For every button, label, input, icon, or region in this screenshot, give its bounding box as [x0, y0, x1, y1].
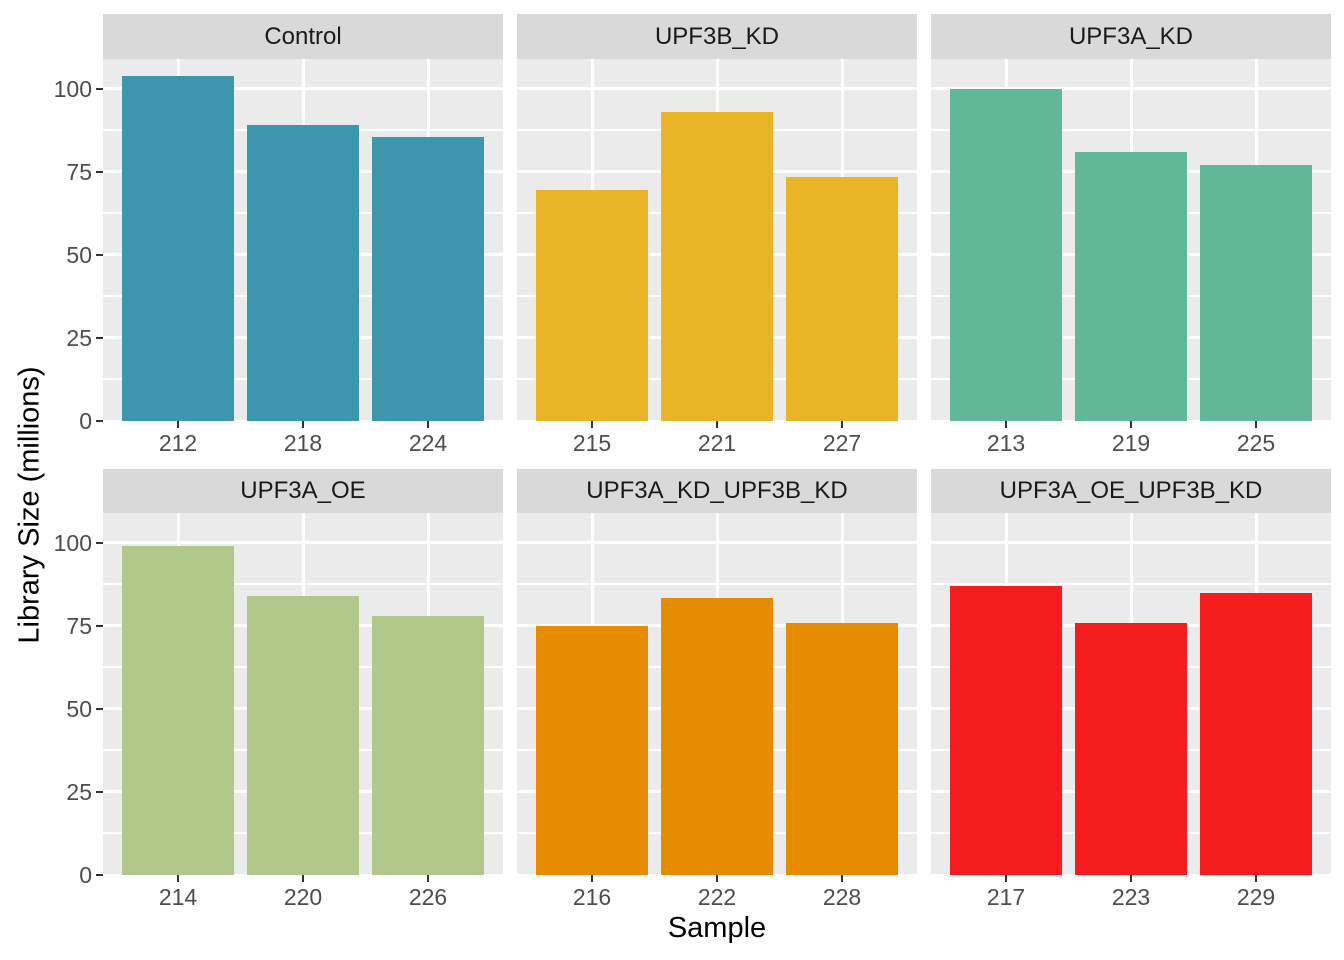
bar: [372, 137, 484, 421]
bar: [1200, 592, 1312, 875]
y-tick-mark: [96, 624, 103, 627]
bar: [1075, 151, 1187, 421]
x-tick-mark: [1005, 421, 1007, 428]
y-tick-mark: [96, 874, 103, 876]
x-tick-mark: [177, 421, 179, 428]
x-tick-label: 229: [1236, 884, 1276, 910]
plot-panel: [103, 59, 503, 421]
y-tick-mark: [96, 253, 103, 256]
facet-strip: Control: [103, 14, 503, 59]
x-tick-label: 227: [822, 430, 862, 456]
bar: [247, 596, 359, 875]
x-tick-mark: [427, 875, 429, 882]
bar: [786, 176, 898, 421]
bar: [661, 112, 773, 421]
x-tick-mark: [841, 875, 843, 882]
x-tick-label: 212: [158, 430, 198, 456]
x-axis-title: Sample: [667, 912, 767, 944]
y-tick-mark: [96, 336, 103, 339]
y-tick-mark: [96, 420, 103, 422]
plot-panel: [517, 513, 917, 875]
bar: [786, 622, 898, 875]
bar: [950, 586, 1062, 875]
y-tick-label: 0: [79, 862, 92, 888]
x-tick-mark: [591, 421, 593, 428]
y-tick-label: 100: [53, 75, 92, 102]
x-tick-label: 223: [1111, 884, 1151, 910]
facet-strip: UPF3A_OE_UPF3B_KD: [931, 469, 1331, 513]
x-tick-mark: [427, 421, 429, 428]
y-tick-mark: [96, 87, 103, 90]
bar: [536, 190, 648, 421]
bar: [1200, 165, 1312, 421]
x-tick-label: 214: [158, 884, 198, 910]
facet-strip: UPF3A_OE: [103, 469, 503, 513]
plot-panel: [517, 59, 917, 421]
facet-strip: UPF3A_KD_UPF3B_KD: [517, 469, 917, 513]
x-tick-label: 215: [572, 430, 612, 456]
x-tick-label: 222: [697, 884, 737, 910]
facet-strip: UPF3A_KD: [931, 14, 1331, 59]
plot-panel: [931, 59, 1331, 421]
bar: [950, 88, 1062, 421]
x-tick-label: 228: [822, 884, 862, 910]
x-tick-mark: [1005, 875, 1007, 882]
x-tick-mark: [1255, 875, 1257, 882]
x-tick-mark: [1130, 421, 1132, 428]
bar: [372, 615, 484, 875]
bar: [247, 125, 359, 421]
x-tick-label: 221: [697, 430, 737, 456]
bar: [536, 625, 648, 875]
x-tick-label: 226: [408, 884, 448, 910]
x-tick-label: 219: [1111, 430, 1151, 456]
y-tick-mark: [96, 707, 103, 710]
x-tick-label: 224: [408, 430, 448, 456]
x-tick-label: 213: [986, 430, 1026, 456]
bar: [661, 597, 773, 875]
x-tick-mark: [841, 421, 843, 428]
x-tick-label: 216: [572, 884, 612, 910]
x-tick-label: 225: [1236, 430, 1276, 456]
bar: [122, 75, 234, 421]
plot-panel: [931, 513, 1331, 875]
y-tick-label: 0: [79, 408, 92, 434]
x-tick-mark: [1130, 875, 1132, 882]
y-tick-label: 25: [66, 324, 92, 351]
bar: [122, 546, 234, 875]
y-tick-label: 75: [66, 612, 92, 639]
facet-strip: UPF3B_KD: [517, 14, 917, 59]
x-tick-mark: [716, 875, 718, 882]
x-tick-label: 220: [283, 884, 323, 910]
y-tick-label: 100: [53, 529, 92, 556]
bar: [1075, 622, 1187, 875]
x-tick-mark: [302, 875, 304, 882]
x-tick-label: 217: [986, 884, 1026, 910]
y-tick-mark: [96, 790, 103, 793]
x-tick-mark: [591, 875, 593, 882]
x-tick-mark: [716, 421, 718, 428]
x-tick-mark: [177, 875, 179, 882]
y-tick-label: 50: [66, 695, 92, 722]
y-tick-mark: [96, 170, 103, 173]
y-tick-mark: [96, 541, 103, 544]
y-tick-label: 75: [66, 158, 92, 185]
y-tick-label: 25: [66, 778, 92, 805]
x-tick-label: 218: [283, 430, 323, 456]
x-tick-mark: [302, 421, 304, 428]
plot-panel: [103, 513, 503, 875]
y-tick-label: 50: [66, 241, 92, 268]
x-tick-mark: [1255, 421, 1257, 428]
